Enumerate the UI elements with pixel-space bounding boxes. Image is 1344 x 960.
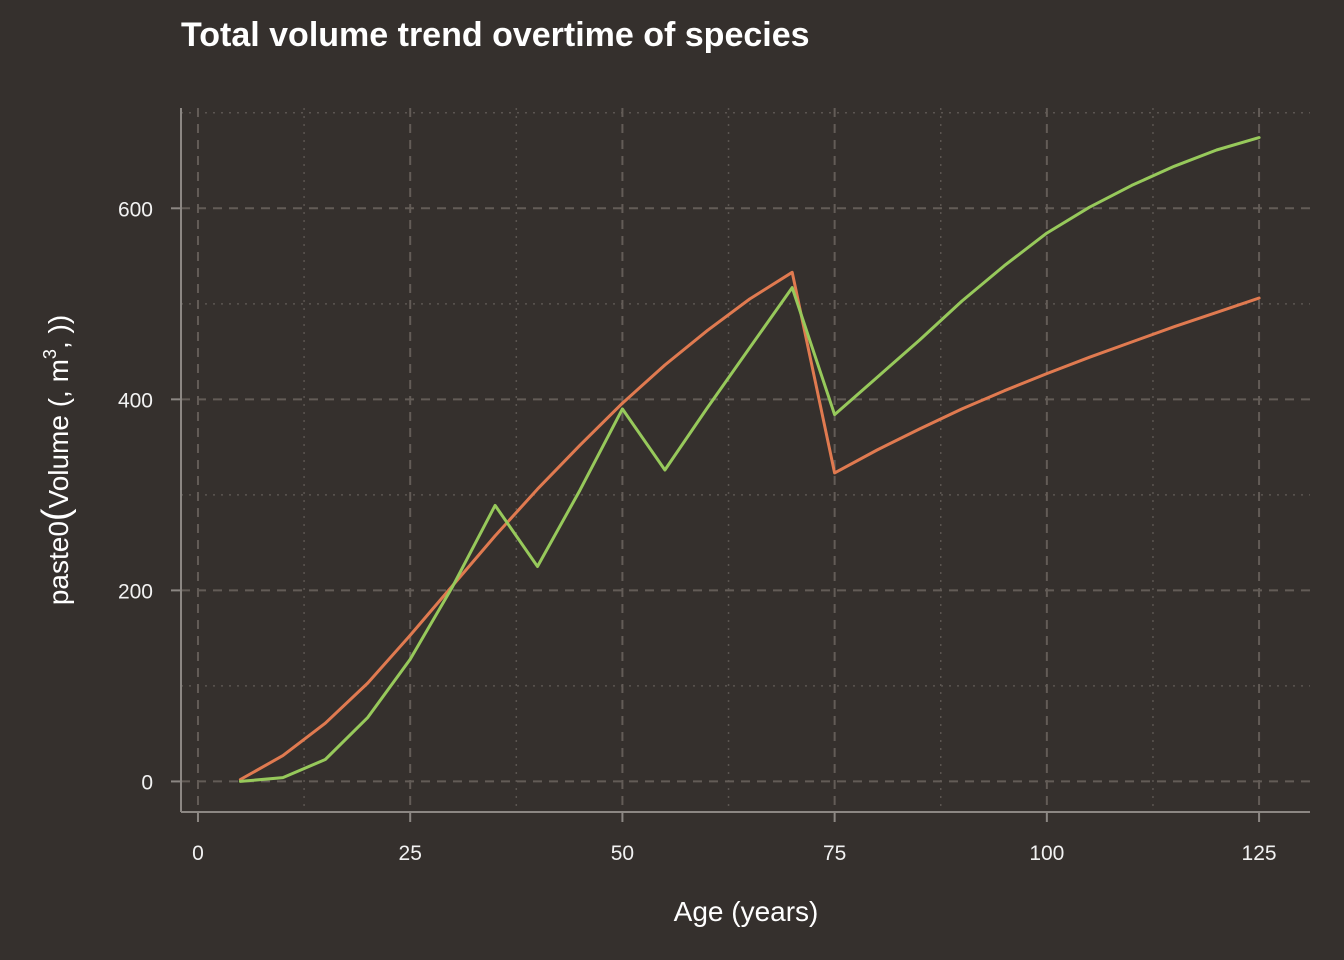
y-axis-title-open-paren: ( [35, 508, 77, 521]
series-line-2 [238, 136, 1261, 783]
x-axis-ticks: 0 25 50 75 100 125 [192, 812, 1277, 865]
y-tick-label: 400 [118, 389, 153, 412]
x-axis-title: Age (years) [674, 896, 819, 927]
y-tick-label: 200 [118, 580, 153, 603]
x-tick-label: 100 [1029, 842, 1064, 865]
y-axis-title-superscript: 3 [40, 349, 60, 359]
y-axis-title-tail: , )) [43, 315, 74, 349]
series-line-1 [238, 270, 1261, 781]
chart-title: Total volume trend overtime of species [181, 16, 810, 54]
y-axis-title: paste0(Volume (, m3, )) [35, 315, 77, 605]
x-tick-label: 75 [823, 842, 846, 865]
y-axis-ticks: 0 200 400 600 [118, 198, 181, 794]
y-tick-label: 0 [141, 771, 153, 794]
y-axis-title-body: Volume (, m [43, 359, 74, 508]
axes [180, 108, 1310, 813]
series-layer [238, 136, 1261, 783]
y-tick-label: 600 [118, 198, 153, 221]
x-tick-label: 0 [192, 842, 204, 865]
y-axis-title-prefix: paste0 [43, 521, 74, 605]
x-tick-label: 125 [1242, 842, 1277, 865]
x-tick-label: 50 [611, 842, 634, 865]
grid-lines [181, 108, 1310, 812]
x-tick-label: 25 [399, 842, 422, 865]
